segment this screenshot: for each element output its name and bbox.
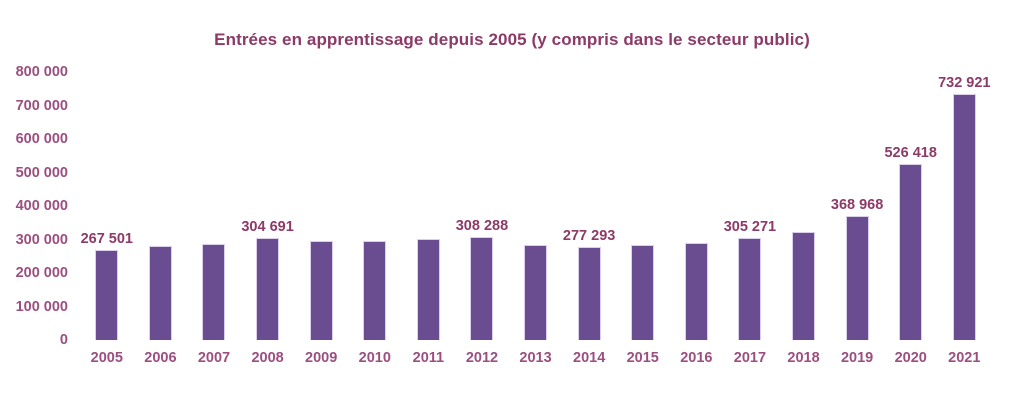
y-axis: 800 000 700 000 600 000 500 000 400 000 300 0…	[0, 64, 68, 348]
bar-group-2018: 2018	[777, 72, 831, 366]
bar-value-label-2020: 526 418	[884, 144, 937, 161]
bar-group-2020: 526 418 2020	[884, 72, 938, 366]
bar-group-2019: 368 968 2019	[830, 72, 884, 366]
bar-2007	[202, 243, 226, 340]
bar-group-2016: 2016	[670, 72, 724, 366]
chart-title: Entrées en apprentissage depuis 2005 (y …	[214, 30, 810, 49]
x-axis-tick-2015: 2015	[626, 350, 659, 366]
x-axis-tick-2019: 2019	[840, 350, 874, 366]
bar-2014	[577, 247, 601, 340]
bar-2021	[952, 94, 976, 340]
bar-2005	[95, 250, 119, 340]
x-axis-tick-2011: 2011	[412, 350, 445, 366]
bar-group-2010: 2010	[348, 72, 402, 366]
y-axis-tick: 800 000	[15, 64, 68, 80]
bar-value-label-2005: 267 501	[80, 231, 133, 248]
x-axis-tick-2017: 2017	[733, 350, 767, 366]
bar-group-2015: 2015	[616, 72, 670, 366]
y-axis-tick: 0	[59, 332, 68, 348]
bar-2006	[148, 245, 172, 340]
y-axis-tick: 100 000	[15, 298, 68, 315]
bar-2012	[470, 236, 494, 340]
x-axis-tick-2013: 2013	[519, 350, 552, 366]
bar-group-2021: 732 921 2021	[938, 72, 992, 366]
bar-2020	[899, 163, 923, 340]
y-axis-tick: 400 000	[15, 198, 68, 214]
bar-2010	[363, 240, 387, 340]
bar-value-label-2012: 308 288	[455, 217, 509, 234]
x-axis-tick-2016: 2016	[680, 350, 713, 366]
x-axis-tick-2021: 2021	[948, 350, 981, 366]
bar-value-label-2008: 304 691	[241, 218, 294, 235]
x-axis-tick-2005: 2005	[90, 350, 123, 366]
x-axis-tick-2006: 2006	[144, 350, 177, 366]
y-axis-tick: 300 000	[15, 231, 68, 248]
x-axis-tick-2008: 2008	[251, 350, 284, 366]
bar-2008	[256, 237, 280, 340]
plot-area: 267 501 2005 2006 2007 304 691 2008 2009 2010 20…	[80, 72, 992, 366]
y-axis-tick: 600 000	[15, 131, 68, 147]
bar-group-2006: 2006	[134, 72, 188, 366]
bar-group-2017: 305 271 2017	[723, 72, 777, 366]
bar-group-2007: 2007	[187, 72, 241, 366]
y-axis-tick: 200 000	[15, 265, 68, 281]
x-axis-tick-2007: 2007	[197, 350, 231, 366]
bar-2018	[792, 232, 816, 340]
x-axis-tick-2010: 2010	[358, 350, 391, 366]
bar-group-2009: 2009	[294, 72, 348, 366]
bar-group-2012: 308 288 2012	[455, 72, 509, 366]
x-axis-tick-2018: 2018	[787, 350, 820, 366]
bar-2011	[416, 238, 440, 340]
bar-2016	[684, 242, 708, 340]
bar-group-2005: 267 501 2005	[80, 72, 134, 366]
bar-2009	[309, 241, 333, 340]
y-axis-tick: 500 000	[15, 164, 68, 181]
bar-group-2014: 277 293 2014	[562, 72, 616, 366]
bar-value-label-2017: 305 271	[723, 218, 777, 235]
bar-2017	[738, 237, 762, 340]
y-axis-tick: 700 000	[15, 97, 68, 114]
bar-value-label-2021: 732 921	[938, 75, 991, 92]
bar-group-2011: 2011	[402, 72, 456, 366]
x-axis-tick-2014: 2014	[573, 350, 606, 366]
x-axis-tick-2009: 2009	[305, 350, 338, 366]
bar-value-label-2014: 277 293	[562, 228, 616, 245]
bar-2015	[631, 244, 655, 340]
x-axis-tick-2012: 2012	[465, 350, 499, 366]
bar-2013	[524, 244, 548, 340]
bar-group-2013: 2013	[509, 72, 563, 366]
x-axis-tick-2020: 2020	[894, 350, 927, 366]
bar-value-label-2019: 368 968	[830, 197, 884, 214]
bar-group-2008: 304 691 2008	[241, 72, 295, 366]
bar-2019	[845, 216, 869, 340]
